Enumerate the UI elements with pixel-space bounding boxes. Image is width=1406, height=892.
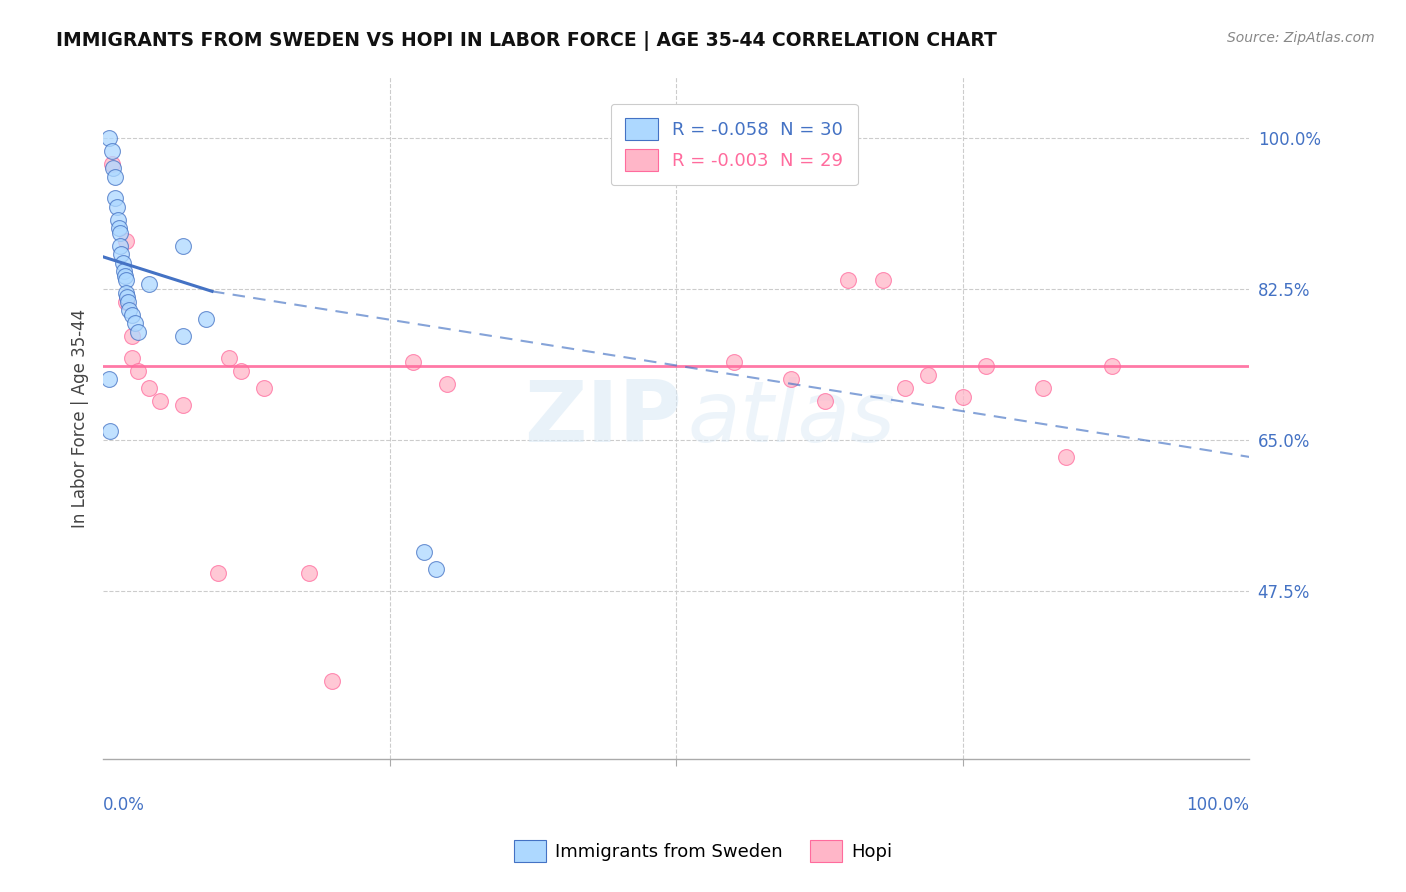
- Point: [124, 316, 146, 330]
- Point: [108, 221, 131, 235]
- Point: [121, 308, 143, 322]
- Text: ZIP: ZIP: [524, 376, 682, 459]
- Point: [1101, 359, 1123, 374]
- Point: [779, 372, 801, 386]
- Point: [401, 355, 423, 369]
- Point: [1054, 450, 1077, 464]
- Point: [111, 256, 134, 270]
- Point: [107, 212, 129, 227]
- Point: [115, 273, 138, 287]
- Point: [104, 191, 127, 205]
- Point: [321, 674, 343, 689]
- Point: [436, 376, 458, 391]
- Text: Source: ZipAtlas.com: Source: ZipAtlas.com: [1227, 31, 1375, 45]
- Point: [127, 325, 149, 339]
- Point: [413, 545, 436, 559]
- Point: [425, 562, 447, 576]
- Point: [110, 238, 132, 252]
- Point: [115, 290, 138, 304]
- Point: [952, 390, 974, 404]
- Point: [172, 329, 194, 343]
- Point: [101, 157, 124, 171]
- Point: [110, 247, 132, 261]
- Point: [894, 381, 917, 395]
- Point: [97, 130, 120, 145]
- Point: [837, 273, 859, 287]
- Point: [97, 372, 120, 386]
- Point: [121, 351, 143, 365]
- Y-axis label: In Labor Force | Age 35-44: In Labor Force | Age 35-44: [72, 309, 89, 528]
- Point: [110, 226, 132, 240]
- Point: [172, 398, 194, 412]
- Point: [118, 303, 141, 318]
- Point: [103, 161, 125, 175]
- Point: [298, 566, 321, 581]
- Text: 100.0%: 100.0%: [1187, 797, 1250, 814]
- Point: [101, 144, 124, 158]
- Point: [218, 351, 240, 365]
- Point: [98, 424, 121, 438]
- Point: [172, 238, 194, 252]
- Point: [117, 294, 139, 309]
- Point: [115, 286, 138, 301]
- Legend: Immigrants from Sweden, Hopi: Immigrants from Sweden, Hopi: [506, 833, 900, 870]
- Text: IMMIGRANTS FROM SWEDEN VS HOPI IN LABOR FORCE | AGE 35-44 CORRELATION CHART: IMMIGRANTS FROM SWEDEN VS HOPI IN LABOR …: [56, 31, 997, 51]
- Point: [112, 264, 135, 278]
- Point: [974, 359, 997, 374]
- Text: atlas: atlas: [688, 376, 896, 459]
- Point: [138, 381, 160, 395]
- Point: [917, 368, 939, 382]
- Point: [723, 355, 745, 369]
- Legend: R = -0.058  N = 30, R = -0.003  N = 29: R = -0.058 N = 30, R = -0.003 N = 29: [610, 103, 858, 186]
- Point: [105, 200, 128, 214]
- Point: [121, 329, 143, 343]
- Point: [149, 393, 172, 408]
- Point: [872, 273, 894, 287]
- Text: 0.0%: 0.0%: [103, 797, 145, 814]
- Point: [115, 294, 138, 309]
- Point: [138, 277, 160, 292]
- Point: [252, 381, 274, 395]
- Point: [127, 364, 149, 378]
- Point: [104, 169, 127, 184]
- Point: [229, 364, 252, 378]
- Point: [195, 312, 218, 326]
- Point: [115, 235, 138, 249]
- Point: [114, 268, 136, 283]
- Point: [207, 566, 229, 581]
- Point: [1032, 381, 1054, 395]
- Point: [814, 393, 837, 408]
